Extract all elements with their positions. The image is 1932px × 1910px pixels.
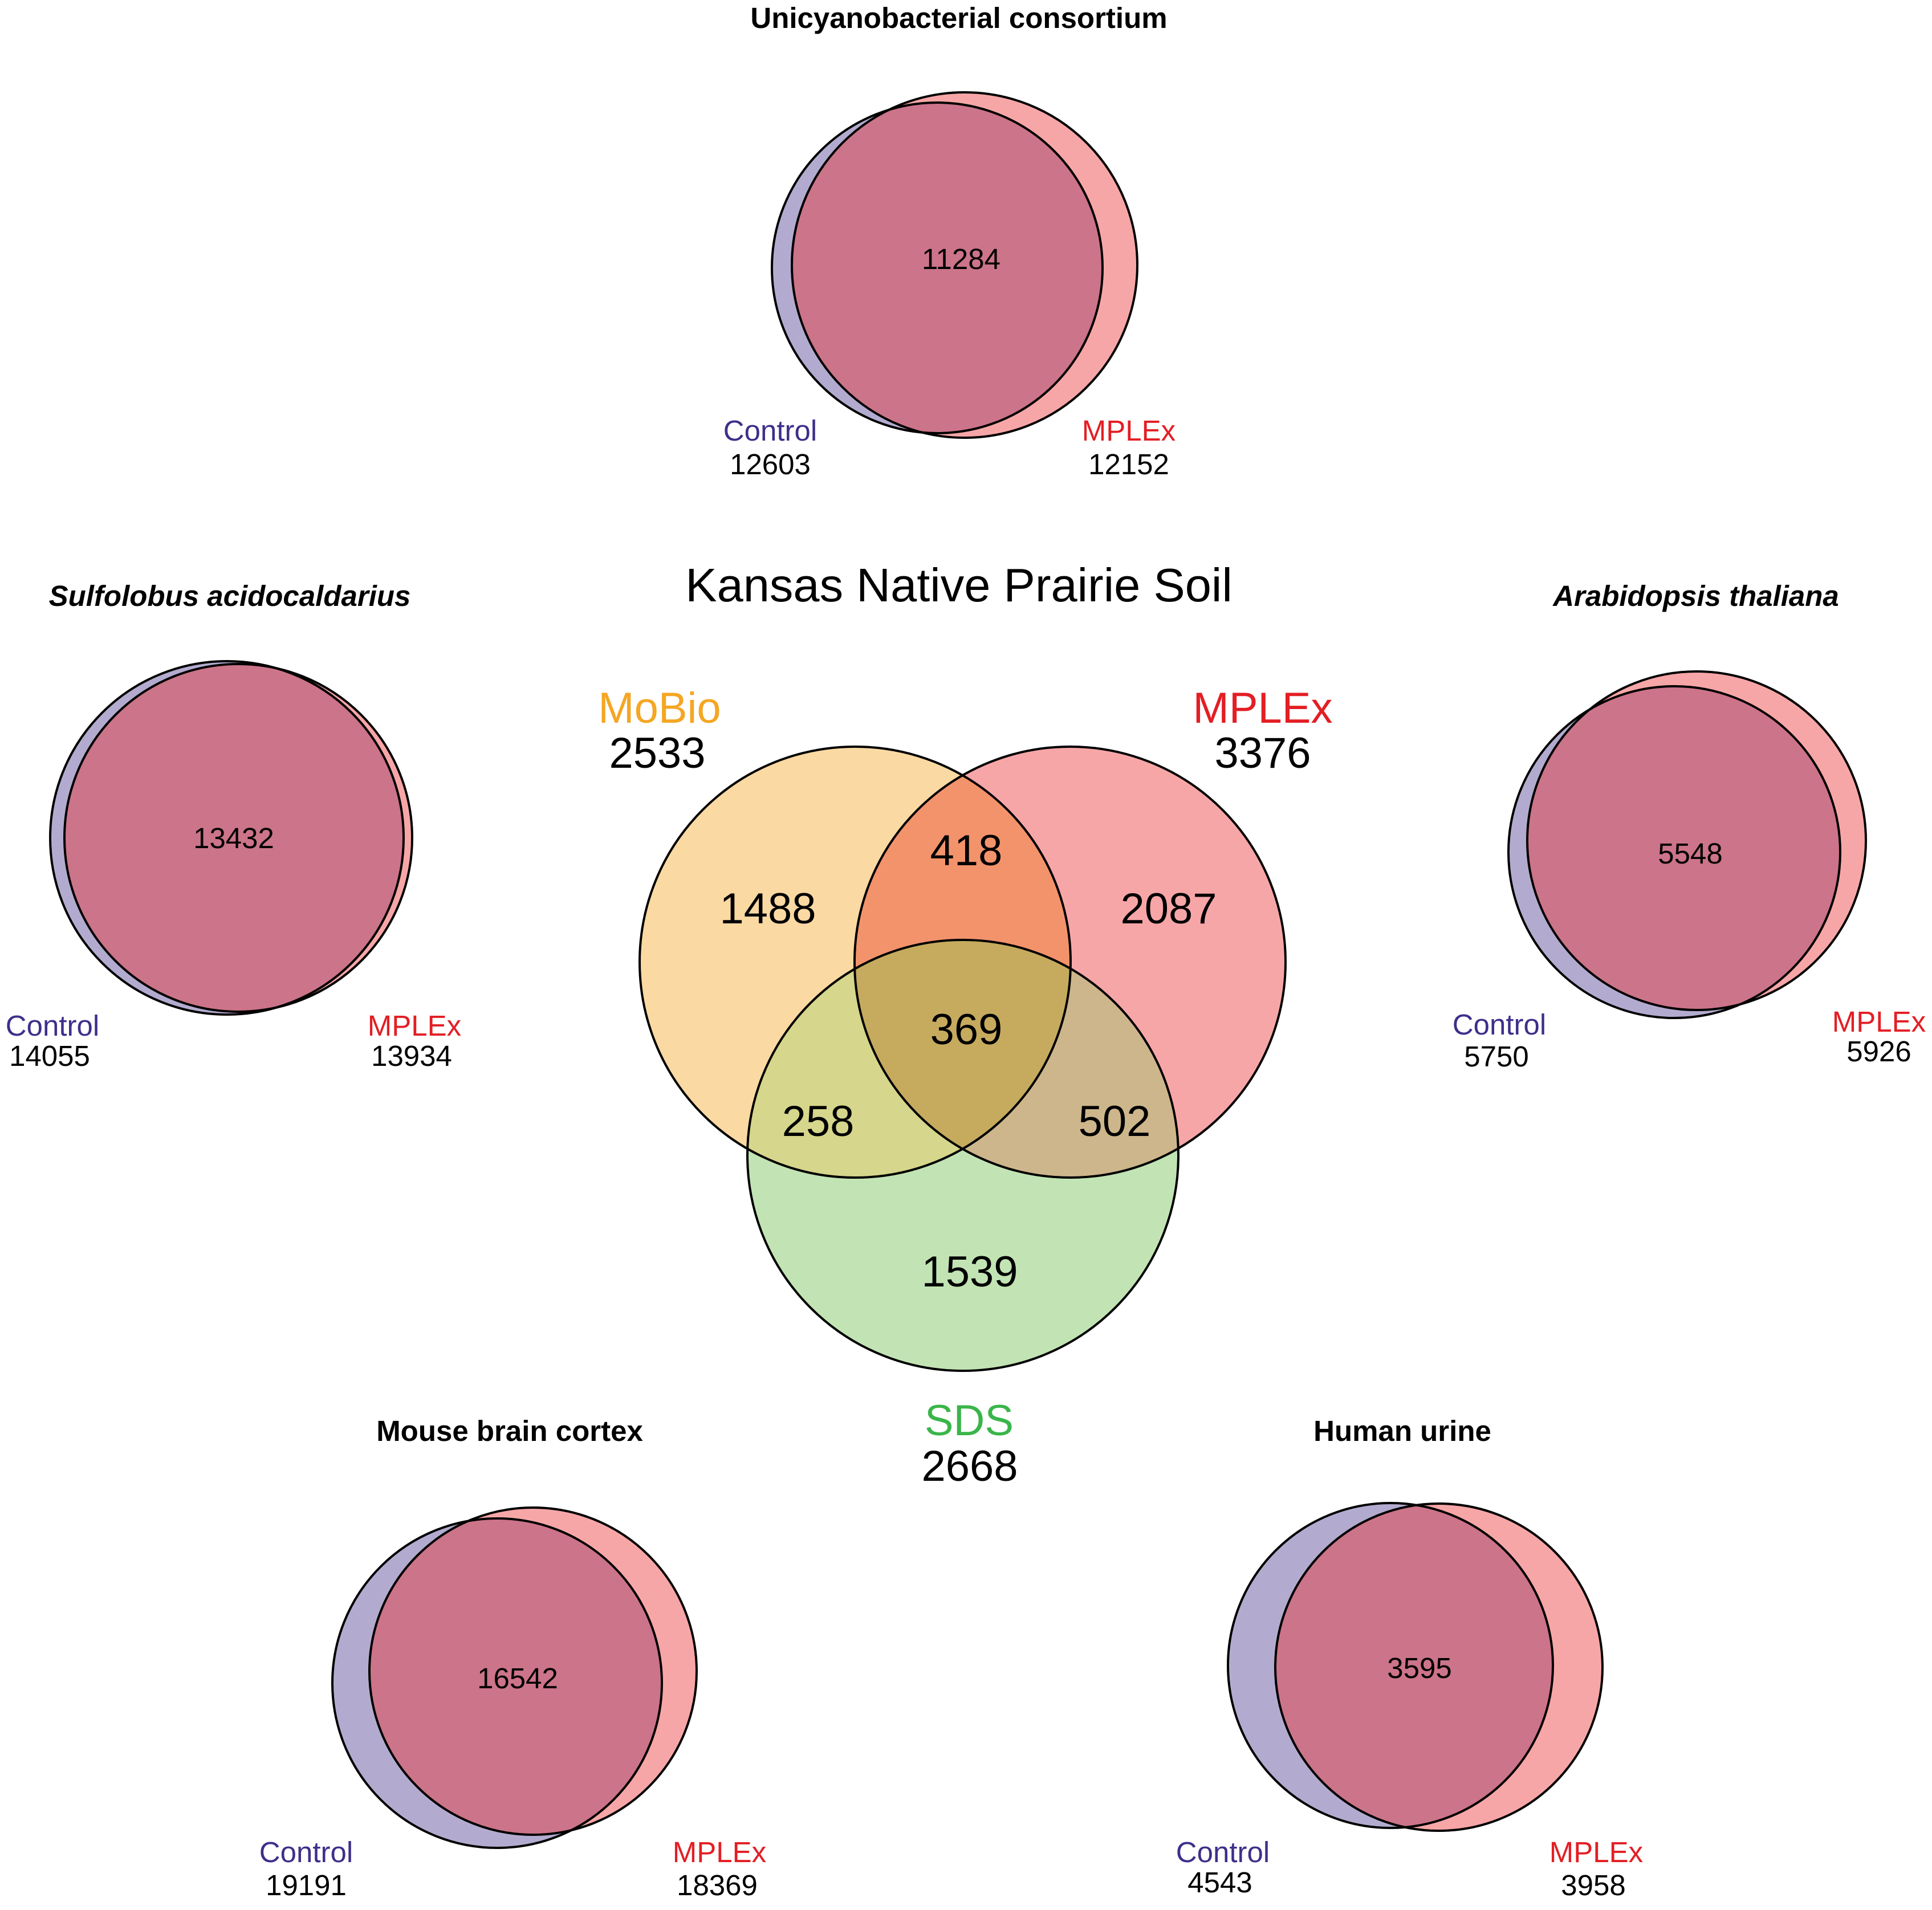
mplex-outline [63,663,413,1013]
overlap-count: 3595 [1387,1652,1451,1684]
mplex-outline [853,746,1287,1179]
overlap-count: 16542 [477,1662,558,1695]
mplex-label: MPLEx [368,1009,461,1042]
venn-panel-mouse-brain: Mouse brain cortex 16542 Control 19191 M… [259,1415,766,1901]
all-three-count: 369 [930,1005,1003,1054]
control-outline [331,1517,663,1849]
mobio-total: 2533 [609,729,705,777]
overlap-region [1527,686,1840,1010]
control-count: 12603 [730,448,811,480]
mplex-count: 12152 [1088,448,1169,480]
panel-title: Unicyanobacterial consortium [750,2,1167,34]
mplex-total: 3376 [1214,729,1311,777]
mplex-sds-count: 502 [1079,1097,1151,1146]
overlap-count: 5548 [1658,837,1722,870]
mplex-count: 13934 [371,1040,452,1072]
control-count: 5750 [1464,1040,1528,1073]
mobio-only-count: 1488 [719,885,816,933]
control-outline [1507,685,1841,1019]
mobio-label: MoBio [598,684,721,732]
control-label: Control [1176,1836,1270,1868]
control-count: 19191 [266,1869,347,1901]
panel-title: Sulfolobus acidocaldarius [49,580,411,612]
venn-panel-human-urine: Human urine 3595 Control 4543 MPLEx 3958 [1176,1415,1643,1901]
control-count: 14055 [9,1040,90,1072]
mplex-label: MPLEx [673,1836,766,1868]
mplex-count: 18369 [677,1869,758,1901]
mplex-only-count: 2087 [1120,885,1217,933]
mplex-outline [1526,670,1867,1011]
panel-title: Arabidopsis thaliana [1552,580,1839,612]
mplex-label: MPLEx [1549,1836,1643,1868]
mobio-outline [638,746,1072,1179]
sds-label: SDS [925,1396,1014,1445]
overlap-region [64,664,404,1012]
mplex-label: MPLEx [1082,414,1176,447]
control-label: Control [259,1836,353,1868]
main-title: Kansas Native Prairie Soil [685,559,1233,612]
sds-total: 2668 [921,1442,1018,1490]
sds-outline [746,939,1179,1372]
mplex-outline [1274,1502,1604,1832]
mplex-outline [368,1506,698,1836]
venn-main-kansas-soil: Kansas Native Prairie Soil MoBio 2533 MP… [598,559,1332,1490]
control-outline [1227,1502,1554,1829]
sds-only-count: 1539 [921,1248,1018,1296]
overlap-count: 11284 [922,243,1000,275]
mobio-sds-count: 258 [782,1097,855,1146]
mplex-count: 3958 [1561,1869,1625,1901]
overlap-count: 13432 [193,822,274,854]
overlap-region [369,1518,662,1835]
control-outline [771,101,1104,434]
control-label: Control [6,1009,99,1042]
panel-title: Mouse brain cortex [376,1415,643,1447]
overlap-region [1275,1504,1553,1828]
overlap-region [792,103,1103,433]
venn-panel-arabidopsis: Arabidopsis thaliana 5548 Control 5750 M… [1453,580,1926,1073]
control-count: 4543 [1187,1866,1252,1899]
venn-panel-unicyanobacterial: Unicyanobacterial consortium 11284 Contr… [723,2,1176,480]
mplex-label: MPLEx [1193,684,1333,732]
control-label: Control [1453,1008,1546,1041]
mplex-label: MPLEx [1832,1005,1926,1038]
mobio-mplex-count: 418 [930,826,1003,875]
venn-panel-sulfolobus: Sulfolobus acidocaldarius 13432 Control … [6,580,461,1072]
control-outline [49,660,405,1016]
mplex-count: 5926 [1846,1035,1911,1068]
mplex-outline [791,91,1138,439]
panel-title: Human urine [1313,1415,1491,1447]
control-label: Control [723,414,817,447]
